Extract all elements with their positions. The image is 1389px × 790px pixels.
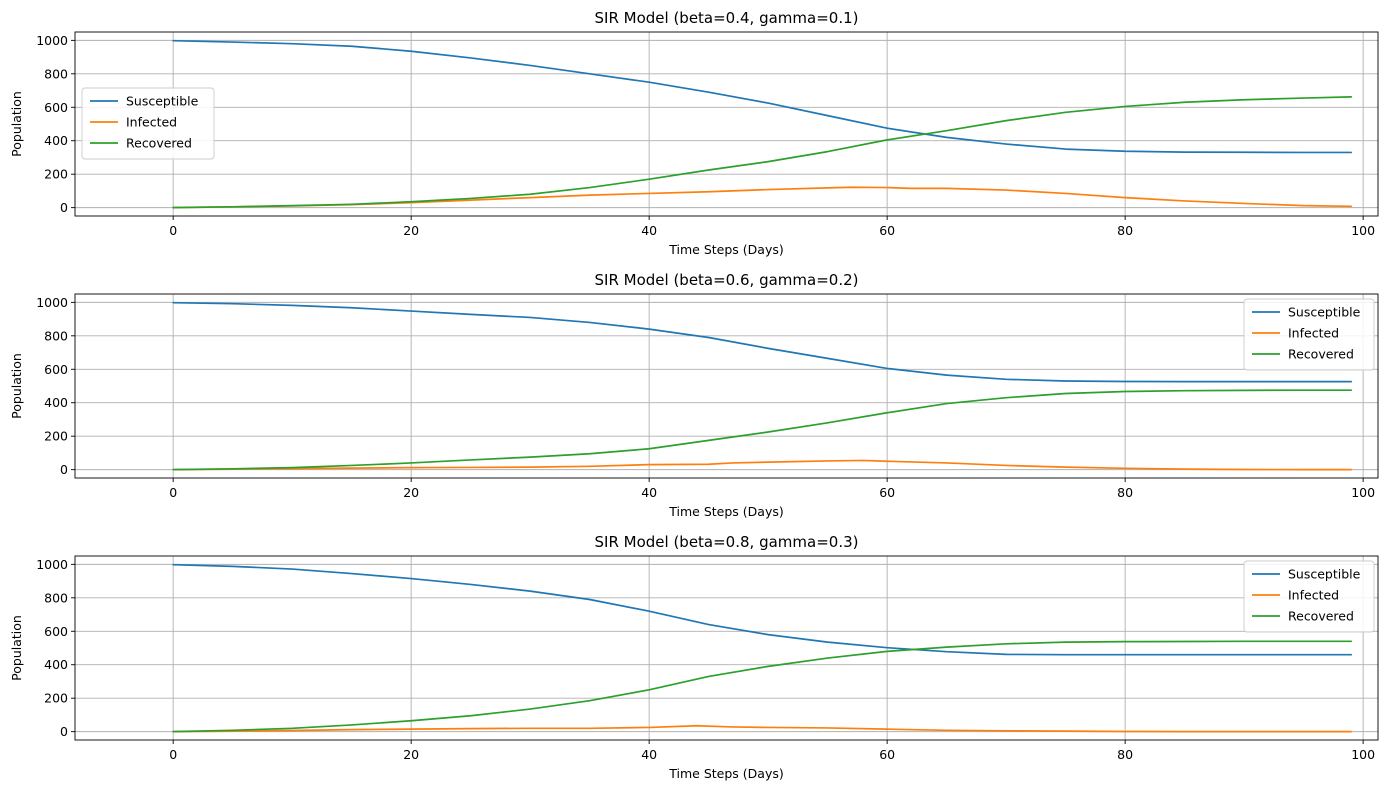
x-tick-label: 20 [403, 223, 419, 238]
chart-title: SIR Model (beta=0.6, gamma=0.2) [595, 271, 859, 289]
y-axis-title: Population [9, 353, 24, 419]
y-tick-label: 400 [44, 395, 68, 410]
y-tick-label: 1000 [36, 33, 68, 48]
x-tick-label: 80 [1117, 747, 1133, 762]
y-tick-label: 600 [44, 624, 68, 639]
series-line-recovered [172, 640, 1353, 733]
x-tick-label: 60 [879, 747, 895, 762]
legend-label-infected: Infected [126, 115, 177, 130]
x-tick-label: 20 [403, 747, 419, 762]
chart-title: SIR Model (beta=0.8, gamma=0.3) [595, 533, 859, 551]
legend-label-recovered: Recovered [1288, 347, 1354, 362]
x-tick-label: 40 [641, 223, 657, 238]
legend: Susceptible Infected Recovered [81, 87, 215, 160]
y-tick-label: 600 [44, 100, 68, 115]
legend-label-susceptible: Susceptible [126, 94, 199, 109]
legend-box [81, 87, 215, 160]
x-tick-label: 100 [1351, 747, 1375, 762]
legend-label-susceptible: Susceptible [1288, 567, 1361, 582]
y-tick-label: 0 [60, 200, 68, 215]
legend-box [1243, 560, 1375, 633]
y-axis-title: Population [9, 615, 24, 681]
series-line-infected [172, 459, 1353, 471]
x-tick-label: 40 [641, 747, 657, 762]
x-tick-label: 0 [169, 747, 177, 762]
axes-frame [74, 293, 1379, 479]
x-tick-label: 60 [879, 485, 895, 500]
legend-label-infected: Infected [1288, 326, 1339, 341]
legend: Susceptible Infected Recovered [1243, 298, 1375, 371]
y-tick-label: 800 [44, 590, 68, 605]
legend: Susceptible Infected Recovered [1243, 560, 1375, 633]
x-tick-label: 80 [1117, 223, 1133, 238]
legend-box [1243, 298, 1375, 371]
x-tick-label: 80 [1117, 485, 1133, 500]
y-tick-label: 200 [44, 167, 68, 182]
x-axis-title: Time Steps (Days) [668, 504, 783, 519]
y-tick-label: 400 [44, 133, 68, 148]
legend-label-infected: Infected [1288, 588, 1339, 603]
series-line-infected [172, 724, 1353, 733]
series-line-recovered [172, 389, 1353, 471]
y-tick-label: 200 [44, 691, 68, 706]
axes-frame [74, 31, 1379, 217]
legend-label-recovered: Recovered [1288, 609, 1354, 624]
y-tick-label: 200 [44, 429, 68, 444]
y-tick-label: 1000 [36, 557, 68, 572]
y-tick-label: 0 [60, 462, 68, 477]
x-tick-label: 100 [1351, 223, 1375, 238]
y-tick-label: 0 [60, 724, 68, 739]
x-tick-label: 0 [169, 223, 177, 238]
x-axis-title: Time Steps (Days) [668, 242, 783, 257]
y-tick-label: 400 [44, 657, 68, 672]
x-tick-label: 60 [879, 223, 895, 238]
legend-label-recovered: Recovered [126, 136, 192, 151]
y-tick-label: 800 [44, 66, 68, 81]
x-tick-label: 100 [1351, 485, 1375, 500]
chart-title: SIR Model (beta=0.4, gamma=0.1) [595, 9, 859, 27]
legend-label-susceptible: Susceptible [1288, 305, 1361, 320]
y-axis-title: Population [9, 91, 24, 157]
series-line-recovered [172, 96, 1353, 209]
y-tick-label: 600 [44, 362, 68, 377]
series-line-susceptible [172, 563, 1353, 656]
x-axis-title: Time Steps (Days) [668, 766, 783, 781]
y-tick-label: 1000 [36, 295, 68, 310]
series-line-susceptible [172, 301, 1353, 383]
series-line-susceptible [172, 39, 1353, 154]
axes-frame [74, 555, 1379, 741]
x-tick-label: 40 [641, 485, 657, 500]
x-tick-label: 20 [403, 485, 419, 500]
y-tick-label: 800 [44, 328, 68, 343]
x-tick-label: 0 [169, 485, 177, 500]
